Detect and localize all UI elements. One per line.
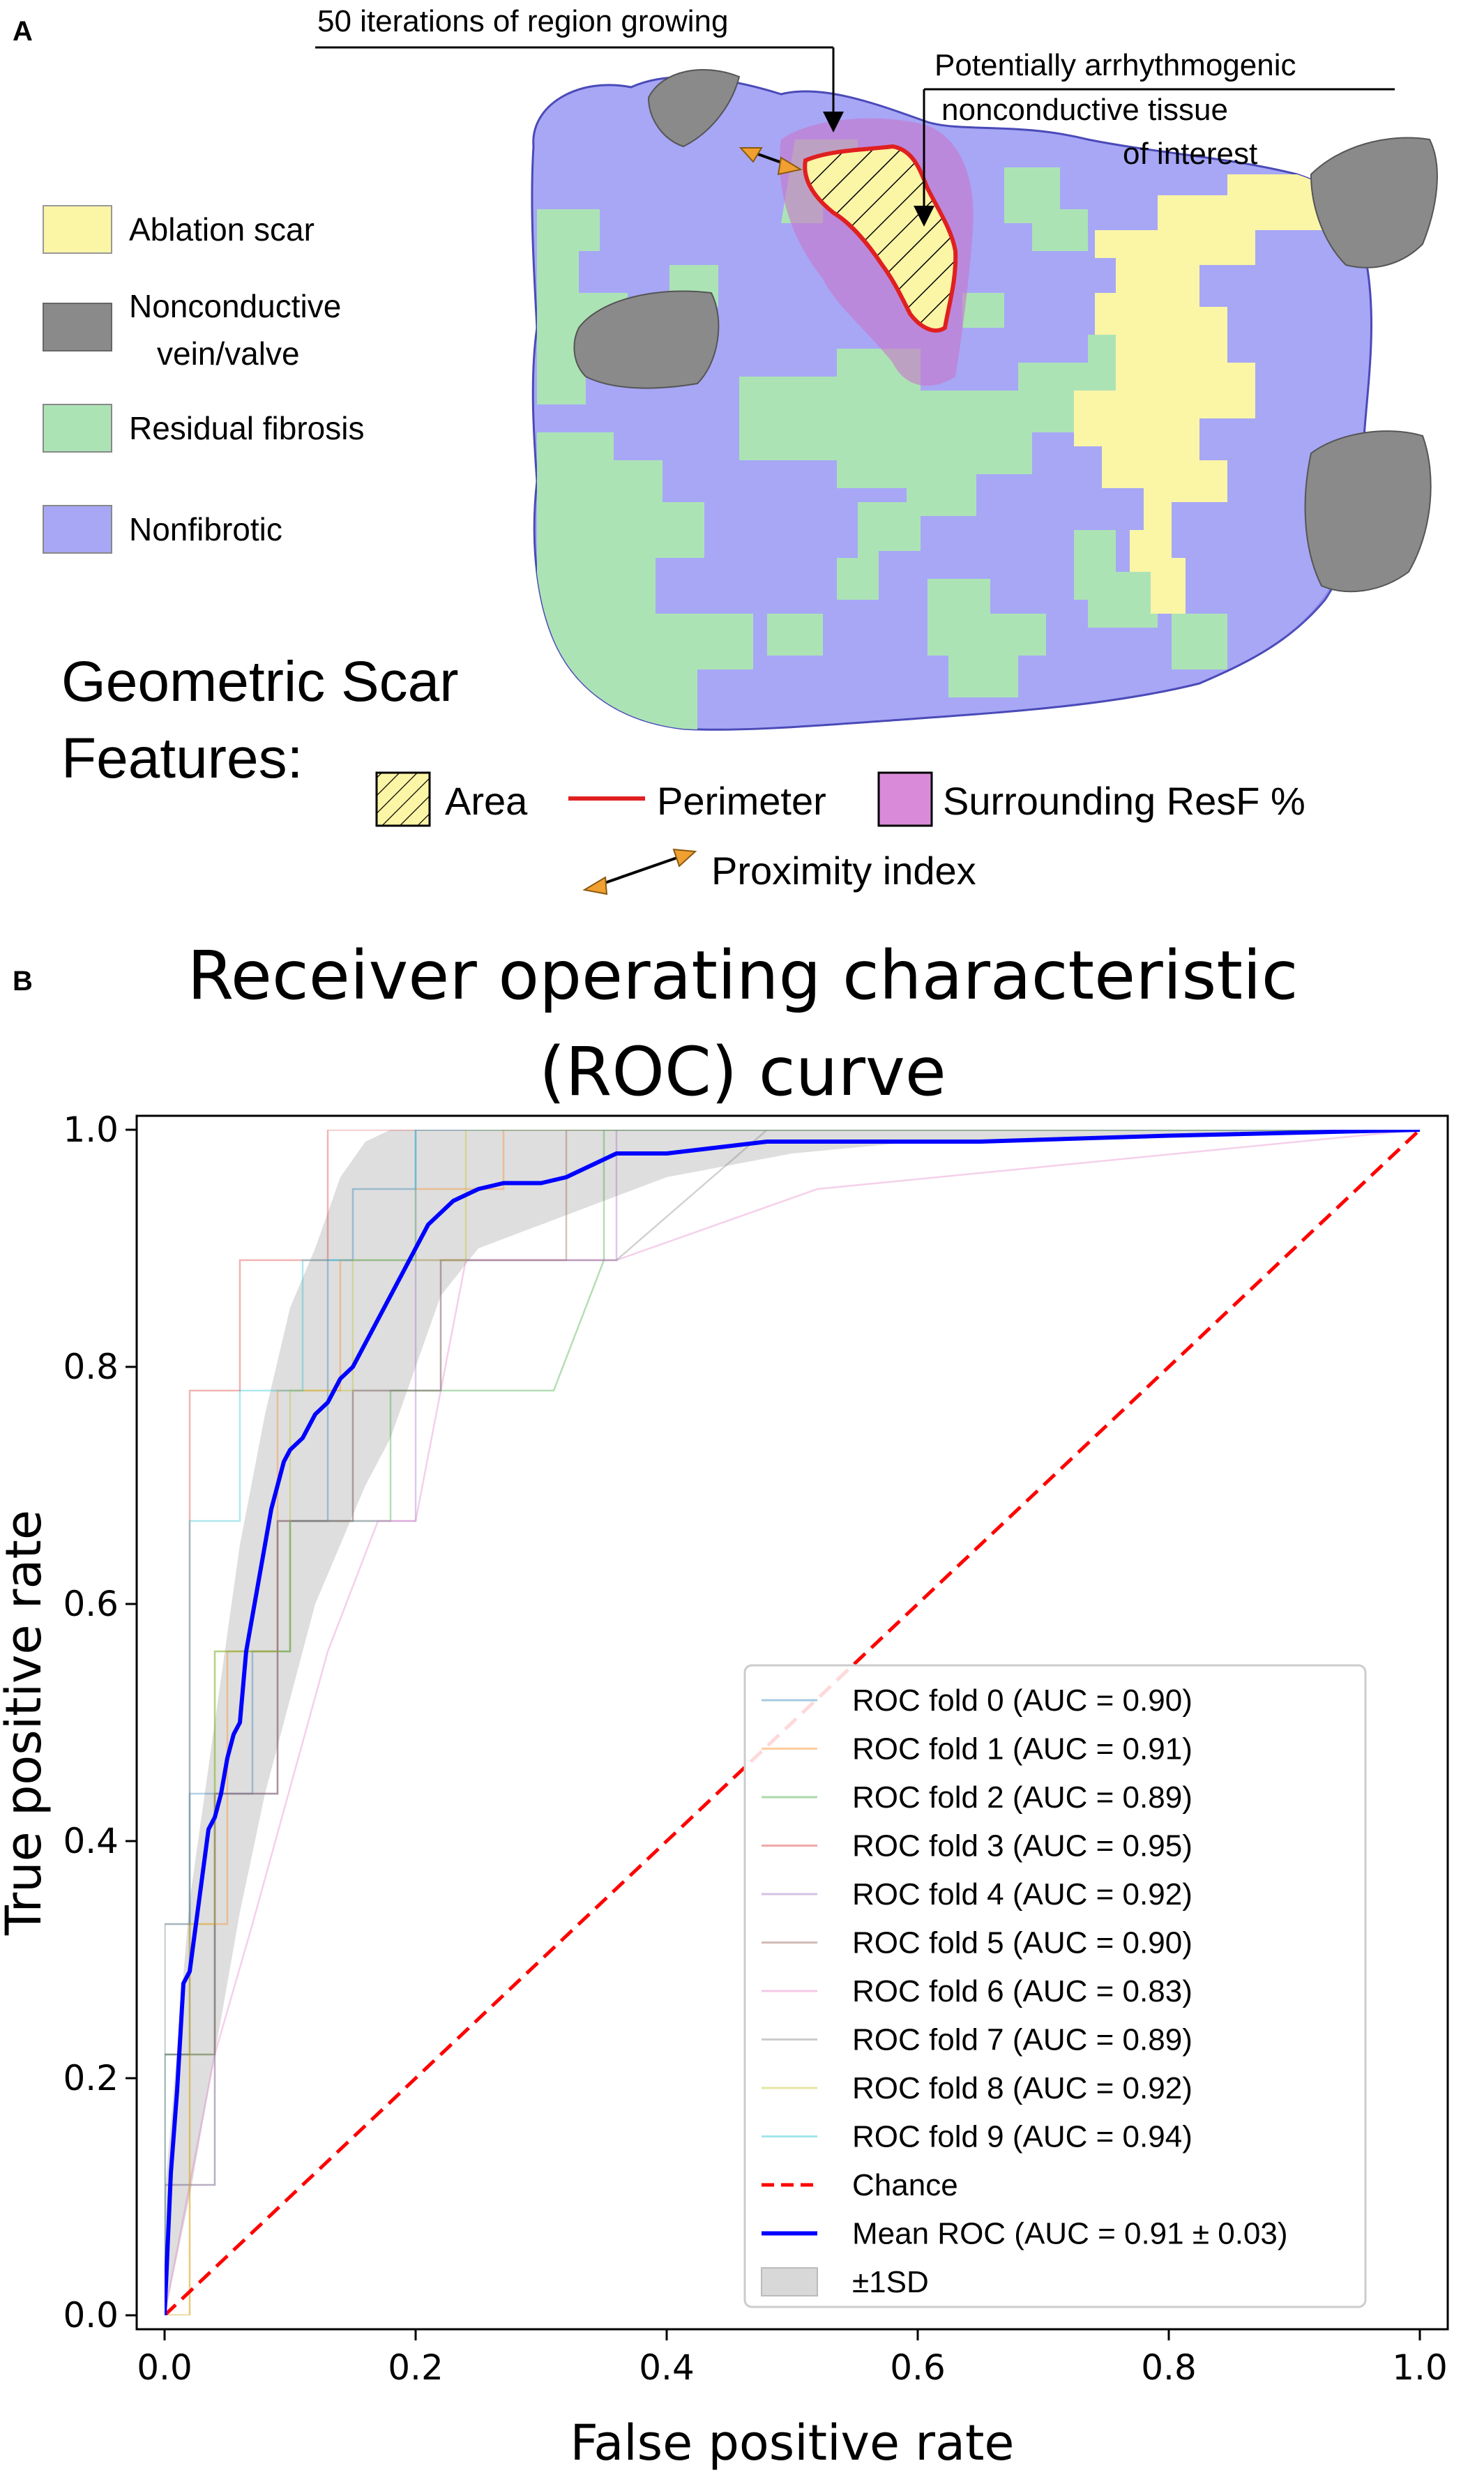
fibrosis-patch	[1074, 530, 1158, 628]
features-surrounding-swatch	[877, 771, 933, 827]
fibrosis-patch	[962, 293, 1004, 328]
legend-swatch-vein-valve	[43, 303, 112, 351]
y-tick-label: 0.6	[63, 1584, 119, 1624]
features-proximity-head-left	[582, 876, 608, 895]
plot-frame	[135, 1114, 1449, 2331]
y-tick-label: 0.2	[63, 2058, 119, 2098]
roc-fold-line-2	[165, 1130, 1420, 2315]
x-tick-label: 0.2	[388, 2347, 444, 2388]
panel-a-label: A	[13, 16, 33, 47]
roc-fold-line-9	[165, 1130, 1420, 2315]
vein-top-left	[647, 69, 741, 148]
annotation-tissue-line3: of interest	[1123, 137, 1257, 171]
x-tick-label: 0.8	[1141, 2347, 1197, 2388]
x-tick-label: 0.6	[890, 2347, 946, 2388]
legend-label-12: ±1SD	[852, 2265, 929, 2299]
legend-swatch-sd	[761, 2267, 818, 2296]
legend-label-8: ROC fold 8 (AUC = 0.92)	[852, 2071, 1192, 2105]
features-perimeter-label: Perimeter	[657, 779, 826, 823]
roc-fold-line-8	[165, 1130, 1420, 2315]
roc-plot-area: 0.0 0.2 0.4 0.6 0.8 1.0 0.0 0.2 0.4 0.6 0.8 1.0	[63, 1110, 1449, 2388]
annotation-tissue-line1: Potentially arrhythmogenic	[934, 48, 1296, 82]
annotation-tissue-line2: nonconductive tissue	[941, 93, 1228, 127]
proximity-arrowhead-right	[777, 156, 803, 176]
annotation-region-arrowhead	[823, 112, 844, 133]
fibrosis-patch	[927, 579, 1046, 697]
features-proximity-swatch	[592, 853, 688, 888]
legend-label-nonconductive: Nonconductive	[129, 288, 341, 324]
features-surrounding-label: Surrounding ResF %	[943, 779, 1305, 823]
x-tick-label: 0.4	[639, 2347, 695, 2388]
y-tick-label: 1.0	[63, 1110, 119, 1150]
legend-label-vein-valve: vein/valve	[157, 335, 300, 372]
legend-label-10: Chance	[852, 2168, 958, 2202]
annotation-region-growing: 50 iterations of region growing	[317, 4, 728, 38]
legend-label-residual-fibrosis: Residual fibrosis	[129, 410, 364, 446]
fibrosis-patch	[837, 502, 921, 600]
proximity-arrowhead-left	[739, 147, 763, 163]
fibrosis-patch	[767, 614, 823, 656]
roc-legend: ROC fold 0 (AUC = 0.90) ROC fold 1 (AUC =…	[743, 1664, 1367, 2308]
roc-fold-line-3	[165, 1130, 1420, 2315]
fibrosis-patch	[537, 209, 628, 404]
legend-label-2: ROC fold 2 (AUC = 0.89)	[852, 1780, 1192, 1815]
panel-a-legend: Ablation scar Nonconductive vein/valve R…	[43, 205, 364, 554]
roc-fold-line-7	[165, 1130, 1420, 2315]
chart-title-line1: Receiver operating characteristic	[188, 937, 1298, 1015]
axis-ticks-layer: 0.0 0.2 0.4 0.6 0.8 1.0 0.0 0.2 0.4 0.6 0.8 1.0	[63, 1110, 1447, 2388]
legend-label-1: ROC fold 1 (AUC = 0.91)	[852, 1732, 1192, 1766]
features-proximity-label: Proximity index	[711, 849, 976, 893]
vein-right-top	[1310, 137, 1438, 268]
panel-b-label: B	[13, 966, 33, 997]
ablation-scar-patch	[1074, 174, 1325, 614]
fibrosis-patch	[739, 335, 1144, 516]
x-tick-label: 1.0	[1392, 2347, 1448, 2388]
legend-label-ablation-scar: Ablation scar	[129, 211, 315, 248]
legend-swatch-nonfibrotic	[43, 505, 112, 554]
features-title-line1: Geometric Scar	[61, 650, 459, 713]
features-title-line2: Features:	[61, 727, 303, 790]
y-tick-label: 0.4	[63, 1821, 119, 1861]
fibrosis-patch	[1004, 167, 1088, 251]
chart-title-line2: (ROC) curve	[539, 1033, 946, 1111]
fibrosis-patch	[1172, 614, 1227, 669]
roc-fold-line-4	[165, 1130, 1420, 2315]
features-proximity-head-right	[672, 848, 697, 868]
mean-roc-line	[165, 1130, 1420, 2315]
fibrosis-patch	[537, 432, 753, 730]
y-tick-label: 0.8	[63, 1347, 119, 1387]
legend-label-5: ROC fold 5 (AUC = 0.90)	[852, 1926, 1192, 1960]
x-tick-label: 0.0	[137, 2347, 192, 2388]
x-axis-label: False positive rate	[570, 2414, 1015, 2472]
legend-label-11: Mean ROC (AUC = 0.91 ± 0.03)	[852, 2217, 1288, 2251]
scar-of-interest	[803, 144, 958, 333]
vein-left-lower	[573, 290, 720, 389]
legend-label-7: ROC fold 7 (AUC = 0.89)	[852, 2023, 1192, 2057]
legend-swatch-residual-fibrosis	[43, 404, 112, 453]
features-area-label: Area	[445, 779, 528, 823]
legend-label-6: ROC fold 6 (AUC = 0.83)	[852, 1974, 1192, 2008]
legend-label-4: ROC fold 4 (AUC = 0.92)	[852, 1877, 1192, 1912]
legend-label-3: ROC fold 3 (AUC = 0.95)	[852, 1829, 1192, 1863]
y-tick-label: 0.0	[63, 2295, 119, 2336]
legend-label-9: ROC fold 9 (AUC = 0.94)	[852, 2120, 1192, 2154]
annotation-tissue-arrowhead	[914, 206, 934, 227]
legend-label-nonfibrotic: Nonfibrotic	[129, 511, 282, 547]
roc-fold-line-5	[165, 1130, 1420, 2315]
roc-fold-line-6	[165, 1130, 1420, 2315]
legend-label-0: ROC fold 0 (AUC = 0.90)	[852, 1683, 1192, 1718]
vein-right-lower	[1304, 430, 1432, 593]
legend-swatch-ablation-scar	[43, 205, 112, 254]
features-area-swatch	[375, 771, 431, 827]
roc-legend-frame	[743, 1664, 1367, 2308]
atrium-model	[531, 69, 1438, 731]
fold-curves-layer	[165, 1130, 1420, 2315]
y-axis-label: True positive rate	[0, 1510, 52, 1936]
